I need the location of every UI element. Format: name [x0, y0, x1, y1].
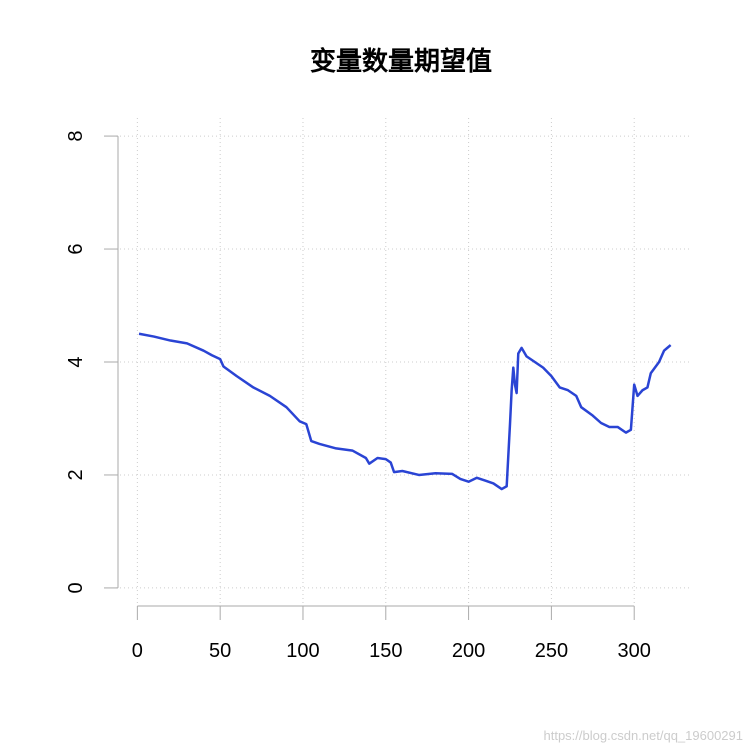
y-tick-label: 0	[65, 582, 87, 593]
x-tick-label: 150	[369, 640, 402, 662]
y-tick-label: 6	[65, 243, 87, 254]
y-tick-label: 4	[65, 356, 87, 367]
x-tick-label: 0	[132, 640, 143, 662]
x-tick-label: 50	[209, 640, 231, 662]
data-line	[138, 332, 672, 491]
watermark: https://blog.csdn.net/qq_19600291	[544, 728, 744, 743]
x-tick-label: 300	[618, 640, 651, 662]
x-tick-label: 200	[452, 640, 485, 662]
y-tick-label: 2	[65, 469, 87, 480]
x-tick-label: 100	[286, 640, 319, 662]
chart-title: 变量数量期望值	[310, 46, 492, 77]
y-tick-label: 8	[65, 131, 87, 142]
x-tick-label: 250	[535, 640, 568, 662]
